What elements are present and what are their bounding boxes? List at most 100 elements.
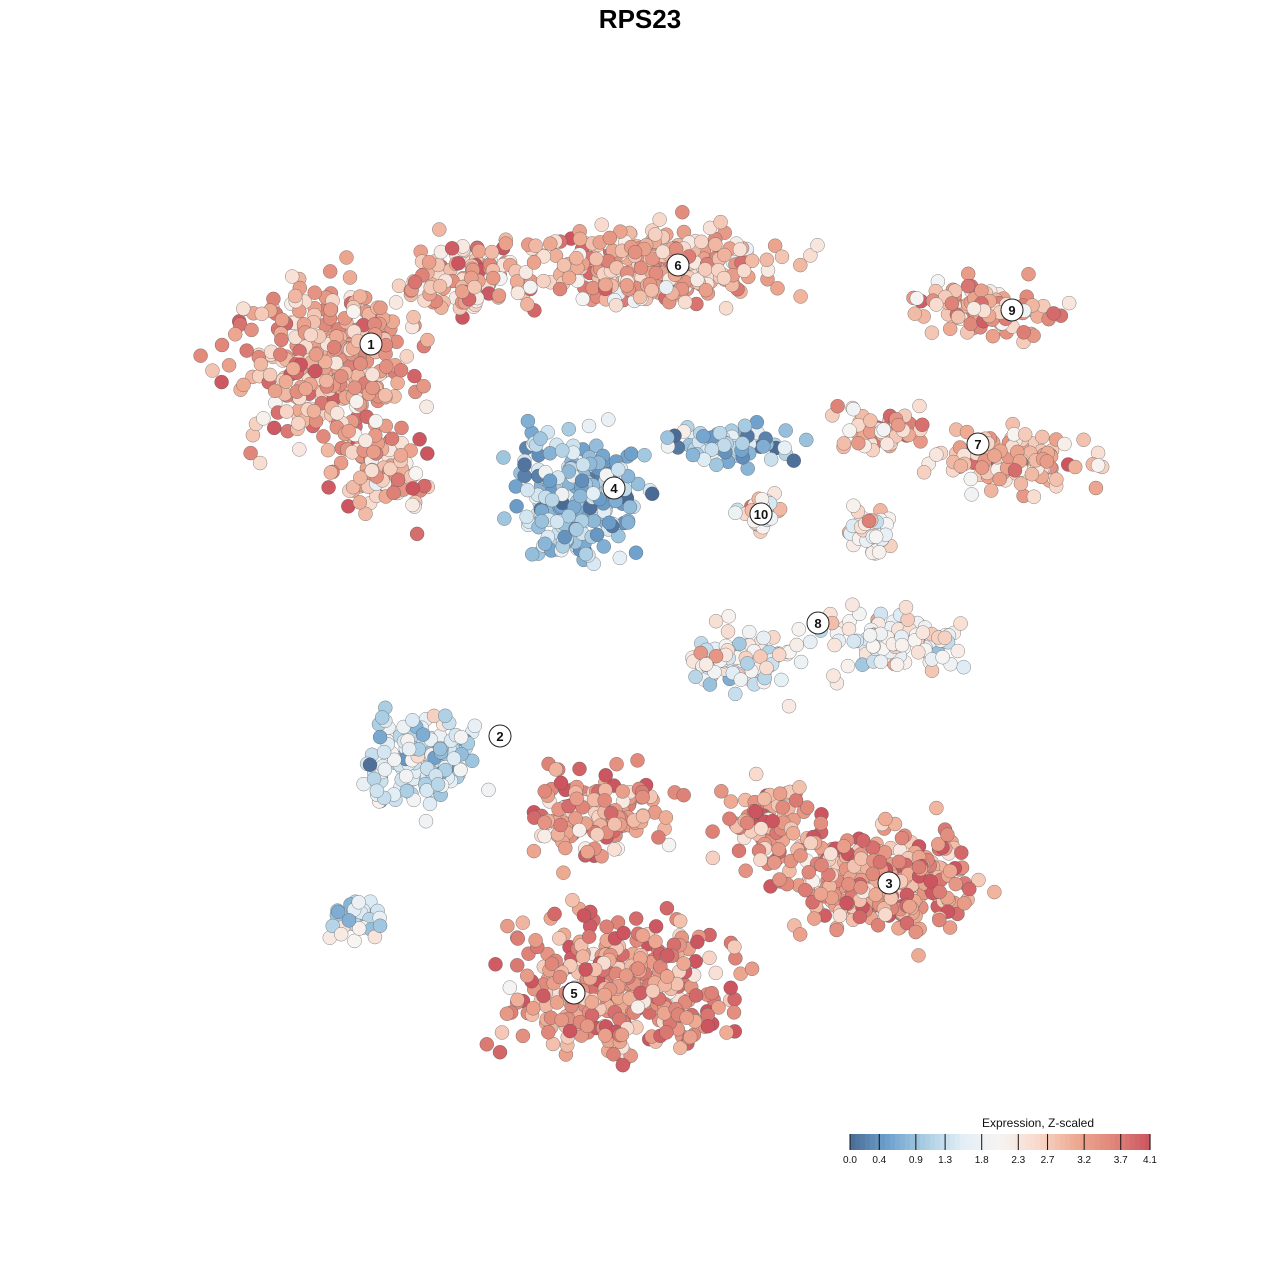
data-point bbox=[256, 411, 271, 426]
data-point bbox=[878, 907, 893, 922]
cluster-label-text: 1 bbox=[367, 337, 374, 352]
data-point bbox=[572, 231, 588, 247]
legend-color-segment bbox=[1000, 1134, 1006, 1150]
legend-color-segment bbox=[1140, 1134, 1146, 1150]
data-point bbox=[515, 1028, 531, 1044]
data-point bbox=[399, 783, 415, 799]
data-point bbox=[813, 886, 829, 902]
data-point bbox=[556, 865, 571, 880]
legend-color-segment bbox=[920, 1134, 926, 1150]
data-point bbox=[510, 285, 526, 301]
data-point bbox=[635, 928, 650, 943]
data-point bbox=[606, 1047, 621, 1062]
legend-color-segment bbox=[1110, 1134, 1116, 1150]
data-point bbox=[942, 920, 958, 935]
legend-color-segment bbox=[990, 1134, 996, 1150]
legend-color-segment bbox=[965, 1134, 971, 1150]
data-point bbox=[387, 752, 402, 768]
legend-tick-label: 4.1 bbox=[1143, 1155, 1157, 1166]
data-point bbox=[510, 992, 525, 1008]
legend-color-segment bbox=[945, 1134, 951, 1150]
data-point bbox=[575, 457, 591, 473]
data-point bbox=[845, 597, 860, 612]
data-point bbox=[572, 822, 587, 838]
data-point bbox=[227, 327, 243, 342]
data-point bbox=[558, 840, 573, 856]
data-point bbox=[698, 657, 714, 672]
data-point bbox=[322, 264, 338, 279]
data-point bbox=[902, 899, 917, 914]
cluster-label-badge bbox=[749, 502, 773, 526]
data-point bbox=[319, 373, 334, 389]
data-point bbox=[455, 284, 470, 299]
data-point bbox=[826, 668, 841, 683]
data-point bbox=[377, 762, 393, 777]
data-point bbox=[633, 260, 649, 276]
data-point bbox=[267, 383, 283, 399]
data-point bbox=[523, 279, 538, 295]
data-point bbox=[586, 486, 601, 501]
data-point bbox=[398, 768, 414, 784]
data-point bbox=[868, 887, 883, 902]
data-point bbox=[561, 508, 576, 524]
data-point bbox=[935, 649, 950, 665]
data-point bbox=[334, 369, 349, 384]
data-point bbox=[500, 918, 515, 934]
data-point bbox=[753, 649, 768, 664]
data-point bbox=[648, 934, 663, 949]
data-point bbox=[748, 766, 764, 782]
data-point bbox=[620, 515, 636, 530]
data-point bbox=[292, 442, 307, 457]
data-point bbox=[373, 300, 388, 315]
data-point bbox=[899, 915, 915, 931]
data-point bbox=[985, 328, 1001, 344]
data-point bbox=[584, 994, 600, 1010]
data-point bbox=[803, 248, 818, 263]
data-point bbox=[243, 445, 258, 461]
data-point bbox=[432, 278, 448, 294]
data-point bbox=[491, 288, 507, 303]
data-point bbox=[612, 550, 628, 566]
data-point bbox=[494, 1025, 510, 1040]
legend-color-segment bbox=[995, 1134, 1001, 1150]
data-point bbox=[368, 414, 384, 429]
data-point bbox=[726, 1005, 742, 1020]
data-point bbox=[781, 698, 797, 714]
data-point bbox=[615, 1057, 631, 1073]
data-point bbox=[652, 212, 667, 227]
data-point bbox=[362, 757, 378, 773]
data-point bbox=[589, 438, 604, 453]
data-point bbox=[599, 919, 614, 934]
data-point bbox=[534, 514, 550, 529]
data-point bbox=[574, 473, 590, 488]
data-point bbox=[372, 918, 388, 934]
cluster-label-badge bbox=[806, 611, 830, 635]
data-point bbox=[366, 444, 381, 460]
color-legend: Expression, Z-scaled 0.0 0.4 0.9 1.3 1.8 2.3 2… bbox=[843, 1116, 1157, 1166]
data-point bbox=[916, 465, 932, 480]
data-point bbox=[597, 793, 612, 808]
data-point bbox=[792, 780, 807, 795]
data-point bbox=[555, 443, 570, 458]
data-point bbox=[974, 460, 990, 475]
data-point bbox=[581, 418, 597, 434]
data-point bbox=[578, 546, 594, 562]
data-point bbox=[713, 214, 728, 230]
legend-color-segment bbox=[975, 1134, 981, 1150]
data-point bbox=[660, 948, 675, 963]
data-point bbox=[412, 432, 427, 447]
data-point bbox=[911, 859, 927, 875]
cluster-label-text: 10 bbox=[754, 507, 768, 522]
data-point bbox=[544, 492, 560, 508]
data-point bbox=[365, 367, 380, 382]
data-point bbox=[266, 420, 282, 436]
data-point bbox=[352, 495, 368, 510]
legend-color-segment bbox=[1035, 1134, 1041, 1150]
data-point bbox=[647, 227, 663, 242]
legend-color-segment bbox=[1135, 1134, 1141, 1150]
data-point bbox=[481, 782, 496, 798]
data-point bbox=[430, 777, 446, 792]
data-point bbox=[573, 488, 588, 504]
data-point bbox=[252, 455, 268, 471]
